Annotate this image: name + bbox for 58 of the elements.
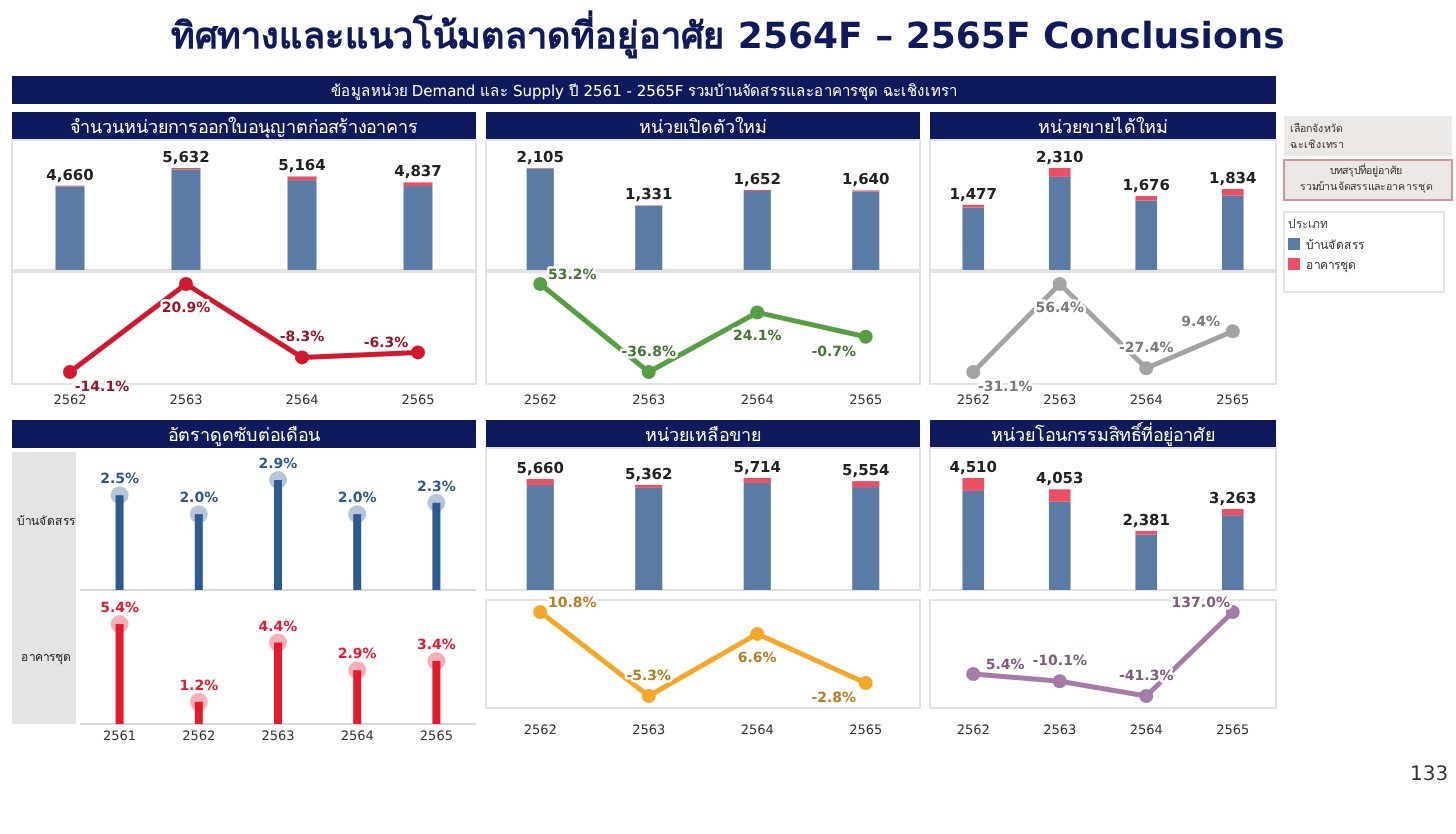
- chart-title: หน่วยเหลือขาย: [645, 425, 761, 447]
- point: [110, 486, 129, 505]
- point: [269, 633, 287, 652]
- point: [63, 365, 77, 379]
- bar: [1221, 189, 1244, 196]
- chart-title: หน่วยขายได้ใหม่: [1038, 117, 1168, 139]
- point: [1052, 277, 1067, 291]
- point: [1225, 324, 1240, 339]
- point: [1052, 674, 1067, 689]
- bar: [1135, 534, 1158, 590]
- bar: [1048, 489, 1071, 502]
- point: [858, 329, 873, 344]
- bar: [171, 169, 201, 270]
- point: [533, 277, 548, 291]
- text: ทิศทางและแนวโน้มตลาดที่อยู่อาศัย 2564F – 2565F Conclusions: [171, 10, 1285, 60]
- bar: [526, 168, 554, 270]
- point: [411, 345, 425, 360]
- bar: [1048, 501, 1071, 590]
- bar: [1221, 195, 1244, 270]
- point: [179, 277, 193, 291]
- chart-title: หน่วยเปิดตัวใหม่: [639, 117, 767, 139]
- bar: [852, 191, 880, 270]
- point: [641, 365, 656, 379]
- point: [1139, 689, 1154, 703]
- point: [533, 605, 548, 619]
- bar: [962, 478, 985, 491]
- point: [858, 675, 873, 690]
- chart-title: อัตราดูดซับต่อเดือน: [168, 425, 320, 447]
- point: [110, 615, 129, 633]
- bar: [1221, 515, 1244, 590]
- bar: [635, 205, 663, 270]
- point: [750, 626, 765, 641]
- point: [269, 471, 287, 489]
- point: [427, 493, 446, 512]
- point: [189, 505, 208, 524]
- chart-title: จำนวนหน่วยการออกใบอนุญาตก่อสร้างอาคาร: [70, 117, 418, 139]
- bar: [1048, 168, 1071, 177]
- bar: [403, 186, 433, 270]
- point: [348, 661, 367, 680]
- chart-title: หน่วยโอนกรรมสิทธิ์ที่อยู่อาศัย: [991, 421, 1215, 447]
- bar: [287, 180, 317, 270]
- bar: [962, 490, 985, 590]
- bar: [1135, 200, 1158, 270]
- point: [966, 667, 981, 681]
- point: [348, 505, 367, 524]
- point: [641, 689, 656, 703]
- point: [189, 692, 208, 711]
- bar: [1048, 176, 1071, 270]
- bar: [1221, 509, 1244, 516]
- bar: [55, 186, 85, 270]
- bar: [743, 190, 771, 270]
- point: [966, 365, 981, 379]
- text: 133: [1410, 764, 1449, 786]
- point: [1139, 361, 1154, 376]
- point: [295, 350, 309, 365]
- point: [750, 305, 765, 320]
- point: [427, 652, 446, 671]
- bar: [962, 207, 985, 270]
